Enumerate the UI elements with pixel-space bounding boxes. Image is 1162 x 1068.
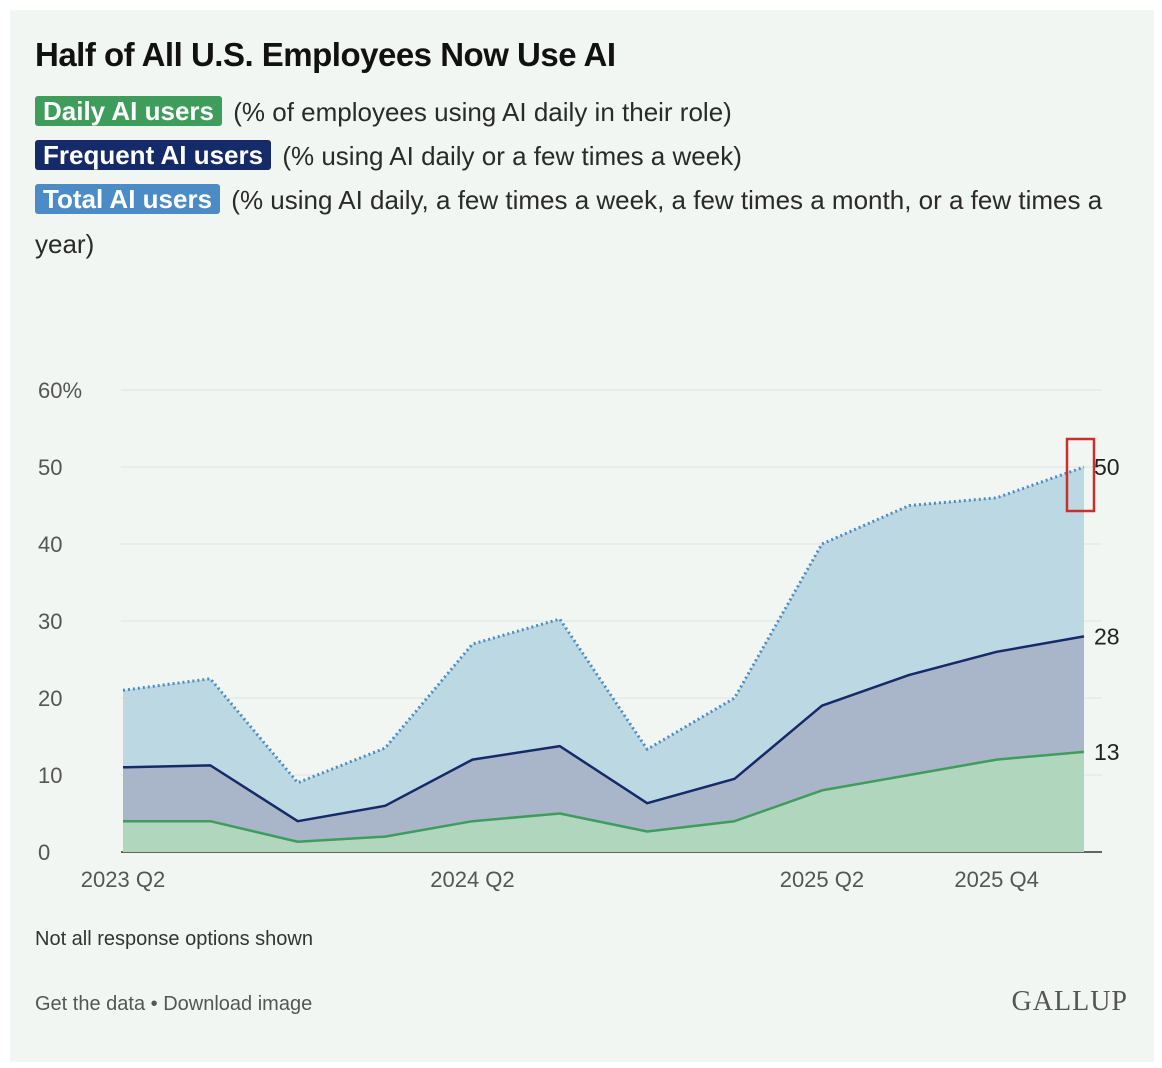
y-tick-label: 60% — [38, 378, 82, 403]
area-chart: 0 10 20 30 40 50 60% 50 28 13 2023 Q2 2024 Q2 2025 Q… — [38, 378, 1120, 892]
x-tick-label: 2023 Q2 — [81, 867, 165, 892]
legend-total-desc: (% using AI daily, a few times a week, a… — [35, 185, 1103, 259]
y-tick-label: 20 — [38, 686, 62, 711]
get-data-link[interactable]: Get the data — [35, 993, 146, 1015]
link-separator: • — [150, 993, 158, 1015]
frequent-ai-users-end-label: 28 — [1094, 623, 1120, 649]
legend-total-pill: Total AI users — [35, 184, 221, 214]
total-ai-users-end-label: 50 — [1094, 454, 1120, 480]
daily-ai-users-line — [123, 750, 1085, 843]
daily-ai-users-area — [123, 751, 1084, 852]
legend-frequent: Frequent AI users (% using AI daily or a… — [35, 134, 1115, 178]
y-tick-label: 0 — [38, 840, 50, 865]
legend-daily-desc: (% of employees using AI daily in their … — [233, 97, 732, 127]
legend-daily: Daily AI users (% of employees using AI … — [35, 90, 1115, 134]
download-image-link[interactable]: Download image — [163, 993, 313, 1015]
legend-frequent-pill: Frequent AI users — [35, 140, 272, 170]
legend-total: Total AI users (% using AI daily, a few … — [35, 178, 1115, 266]
y-tick-label: 50 — [38, 455, 62, 480]
chart-title: Half of All U.S. Employees Now Use AI — [35, 36, 616, 73]
y-tick-label: 30 — [38, 609, 62, 634]
total-ai-users-line — [122, 465, 1085, 785]
y-tick-label: 40 — [38, 532, 62, 557]
footer-links: Get the data • Download image — [35, 993, 312, 1016]
daily-ai-users-end-label: 13 — [1094, 739, 1120, 765]
highlight-box — [1065, 437, 1096, 513]
x-tick-label: 2024 Q2 — [430, 867, 514, 892]
x-tick-label: 2025 Q4 — [954, 867, 1038, 892]
y-tick-label: 10 — [38, 763, 62, 788]
footnote: Not all response options shown — [35, 928, 313, 950]
frequent-ai-users-line — [122, 635, 1085, 823]
legend-frequent-desc: (% using AI daily or a few times a week) — [282, 141, 742, 171]
gallup-logo: GALLUP — [1011, 986, 1128, 1017]
chart-card: Half of All U.S. Employees Now Use AI Da… — [10, 10, 1154, 1062]
x-tick-label: 2025 Q2 — [780, 867, 864, 892]
legend-daily-pill: Daily AI users — [35, 96, 223, 126]
